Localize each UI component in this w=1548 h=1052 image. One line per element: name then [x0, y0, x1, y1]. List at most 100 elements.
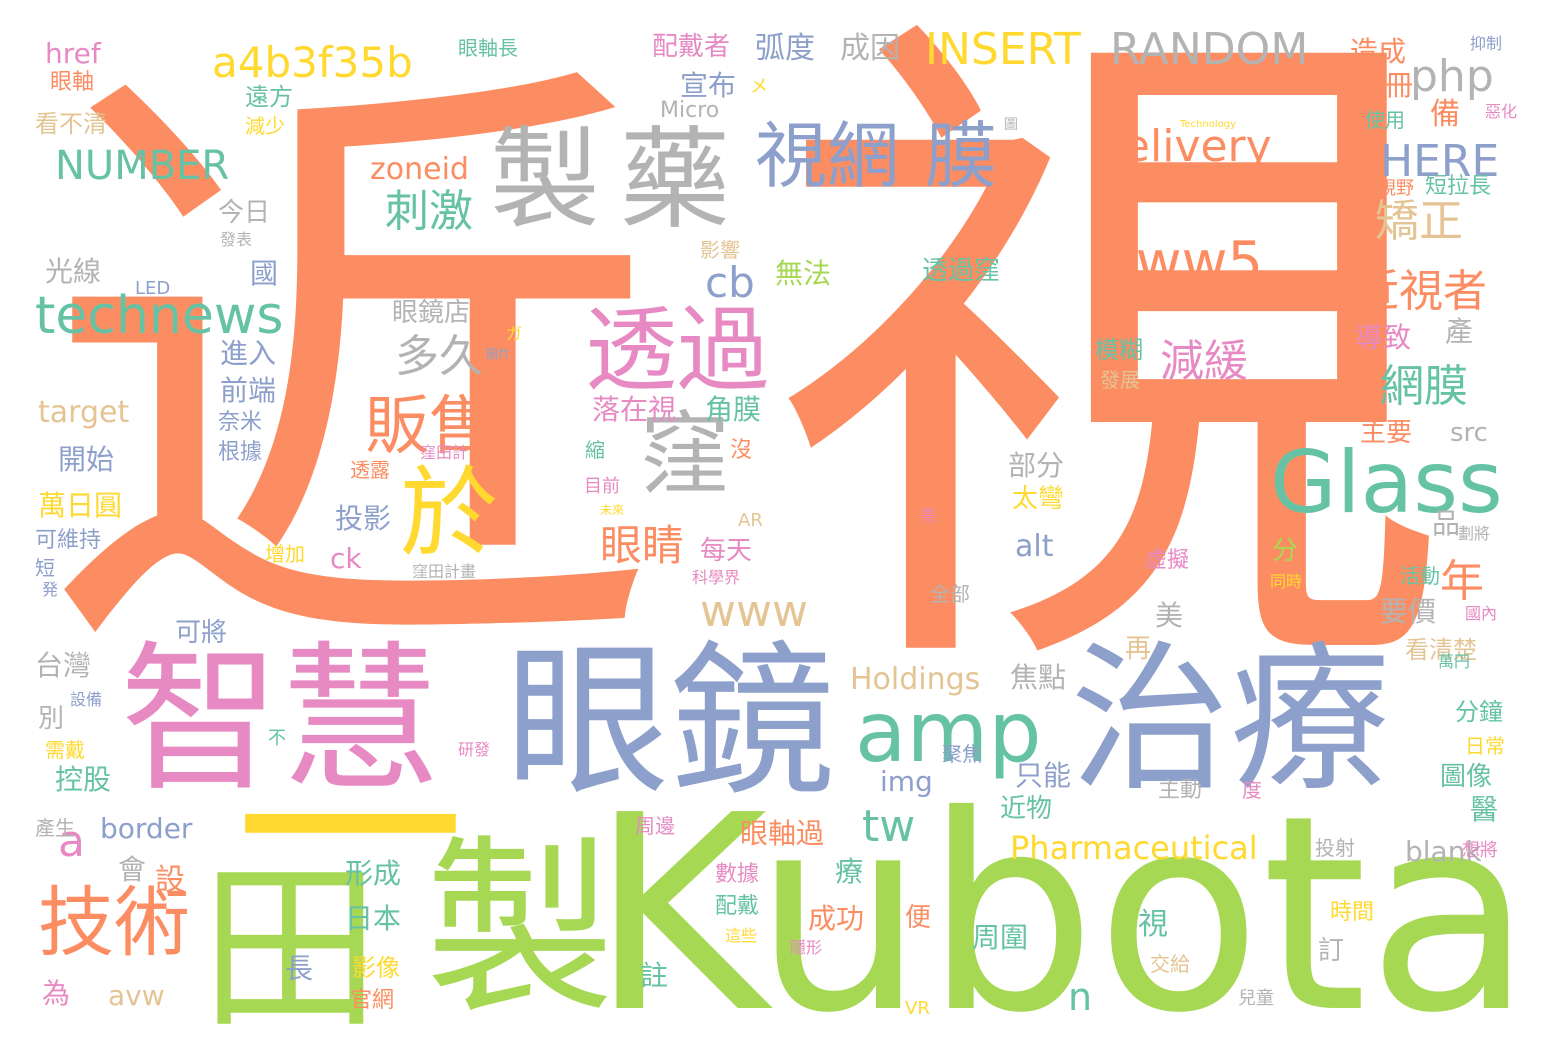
word: 模糊	[1095, 336, 1143, 364]
word: 圖像	[1440, 762, 1493, 792]
word: 想將	[1462, 840, 1498, 861]
word: php	[1410, 51, 1494, 102]
word: 研發	[458, 740, 491, 759]
word: 落在視	[592, 393, 677, 426]
word: 品	[1432, 507, 1461, 540]
word: www	[700, 586, 808, 637]
word: cb	[705, 258, 755, 307]
word: 療	[835, 855, 864, 888]
word: 眼軸長	[458, 36, 518, 60]
word: 使用	[1365, 108, 1405, 132]
word: 配戴者	[652, 32, 731, 62]
word: 只能	[1015, 759, 1072, 792]
word: 成功	[808, 902, 865, 935]
word: 沒	[730, 438, 753, 463]
word: 發展	[1100, 368, 1140, 392]
word: 視網	[755, 114, 900, 198]
word: 控股	[55, 763, 112, 796]
word: 數據	[715, 862, 760, 887]
word: target	[38, 395, 130, 430]
word: 未來	[600, 503, 625, 517]
word: 近物	[1000, 794, 1053, 824]
word: Technology	[1180, 119, 1237, 130]
word: 視	[770, 0, 1450, 755]
word: 成因	[840, 31, 900, 66]
word: 圖片	[486, 347, 511, 361]
word: 視	[1138, 907, 1168, 942]
word: 產	[1445, 315, 1474, 348]
word: 主動	[1158, 778, 1203, 803]
word: 發表	[220, 230, 253, 249]
word: 縮	[585, 438, 605, 462]
word: 科學界	[692, 568, 741, 587]
word: 矯正	[1375, 196, 1463, 247]
word: img	[880, 765, 933, 798]
word: alt	[1015, 529, 1054, 564]
word: a4b3f35b	[212, 38, 413, 87]
word: 萬円	[1438, 652, 1471, 671]
word: 目前	[584, 476, 620, 497]
word: 形成	[345, 857, 402, 890]
word: 註	[640, 959, 669, 992]
word: 不	[268, 728, 286, 749]
word: a	[58, 816, 85, 867]
word: 透露	[350, 458, 390, 482]
word: 導致	[1355, 321, 1412, 354]
word: 分鐘	[1455, 698, 1503, 726]
word: 光線	[45, 255, 102, 288]
word: 這些	[725, 926, 758, 945]
word: 視野	[1378, 178, 1414, 199]
word: 惡化	[1485, 102, 1518, 121]
word: 宣布	[680, 69, 737, 102]
word: 開始	[58, 443, 115, 476]
word: LED	[135, 278, 171, 299]
word: 訂	[1318, 936, 1345, 966]
word: 抑制	[1470, 34, 1503, 53]
word: 度	[1242, 778, 1262, 802]
word: 近視者	[1355, 266, 1487, 317]
word: 設	[155, 863, 185, 898]
word: 聚焦	[942, 742, 982, 766]
word: RANDOM	[1110, 24, 1309, 75]
word: www5	[1090, 230, 1264, 295]
word: 便	[905, 903, 932, 933]
word: 製	[490, 116, 600, 244]
word: 無法	[775, 257, 832, 290]
word: HERE	[1380, 136, 1500, 187]
word: 備	[1430, 97, 1460, 132]
word: 可將	[175, 618, 228, 648]
word: 會	[118, 853, 147, 886]
word: 刺激	[385, 186, 473, 237]
word: blank	[1405, 835, 1482, 868]
word: 奈米	[218, 410, 263, 435]
word: 一	[235, 701, 466, 968]
word: 別	[38, 704, 65, 734]
word: Holdings	[850, 662, 981, 697]
word: 美	[1155, 599, 1184, 632]
word: 亮	[920, 506, 937, 525]
word: avw	[108, 979, 165, 1012]
word: 要價	[1380, 595, 1437, 628]
word: 同時	[1270, 572, 1303, 591]
word: メ	[750, 76, 768, 97]
word: 再	[1125, 634, 1152, 664]
word: 販售	[365, 390, 493, 464]
word: 日常	[1465, 734, 1505, 758]
word: 造成	[1350, 35, 1407, 68]
word: 圖	[1004, 117, 1018, 133]
word: Micro	[660, 98, 720, 123]
word: INSERT	[925, 24, 1081, 75]
word: ネ	[932, 298, 949, 317]
word: 藥	[620, 116, 730, 244]
word: 角膜	[705, 393, 762, 426]
word: 窪田計畫	[412, 562, 477, 581]
word: delivery	[1095, 121, 1272, 172]
word: 官網	[350, 988, 395, 1013]
word: 時間	[1330, 900, 1375, 925]
word: 製	[425, 819, 616, 1040]
word: 劃將	[1458, 524, 1491, 543]
word: 需戴	[45, 738, 85, 762]
word: 台灣	[35, 649, 92, 682]
word: 日本	[345, 902, 402, 935]
word: NUMBER	[55, 143, 230, 189]
